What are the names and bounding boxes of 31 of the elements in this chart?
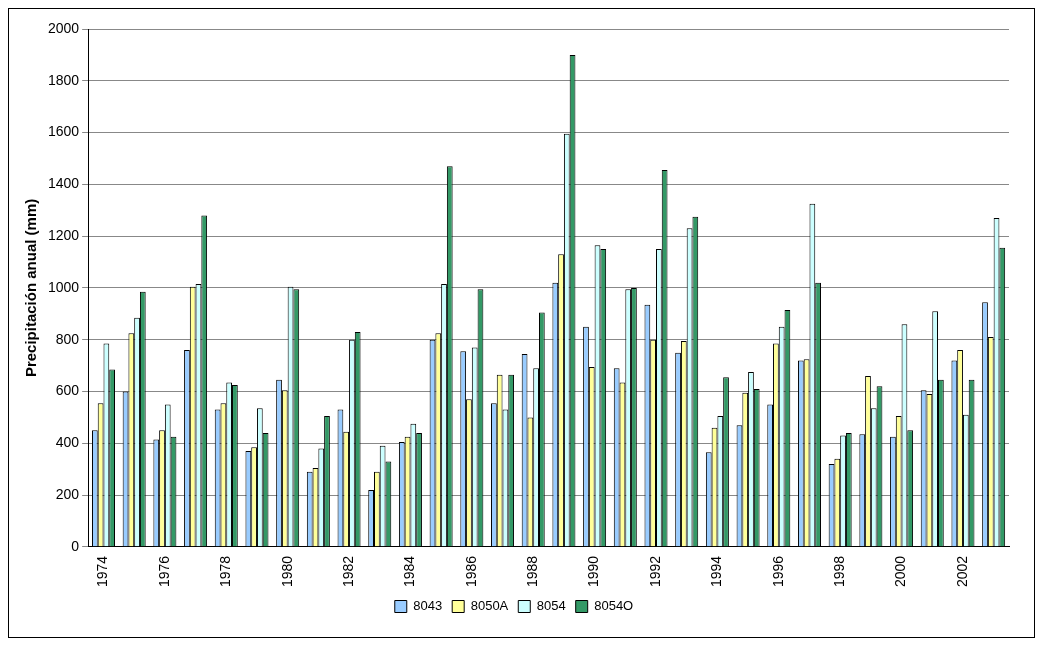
x-tick-label: 1974 (94, 555, 111, 588)
legend-label: 8054O (594, 598, 634, 614)
y-tick-label: 0 (71, 537, 80, 554)
y-tick-label: 200 (55, 485, 80, 502)
x-tick-label: 1990 (585, 555, 602, 588)
x-tick-label: 1976 (155, 555, 172, 588)
legend-label: 8043 (413, 598, 443, 614)
y-tick-label: 1200 (47, 227, 80, 243)
x-tick-label: 2002 (953, 555, 970, 588)
y-tick-label: 800 (55, 330, 80, 347)
x-tick-label: 1996 (769, 555, 786, 588)
x-tick-label: 1978 (217, 555, 234, 588)
x-tick-label: 1984 (401, 555, 418, 588)
y-tick-label: 1400 (47, 175, 80, 192)
x-tick-label: 1992 (646, 555, 663, 588)
x-tick-label: 1988 (524, 555, 541, 588)
y-tick-label: 1000 (47, 278, 80, 295)
legend-label: 8050A (470, 598, 509, 614)
x-tick-label: 1982 (339, 555, 356, 588)
x-tick-label: 1986 (462, 555, 479, 588)
x-tick-label: 1994 (708, 555, 725, 588)
x-tick-label: 2000 (892, 555, 909, 588)
y-axis-title: Precipitación anual (mm) (22, 198, 40, 378)
y-tick-label: 2000 (47, 19, 80, 36)
x-tick-label: 1980 (278, 555, 295, 588)
y-tick-label: 400 (55, 434, 80, 451)
x-tick-label: 1998 (831, 555, 848, 588)
legend-label: 8054 (536, 598, 566, 614)
y-tick-label: 1800 (47, 71, 80, 88)
y-tick-label: 600 (55, 382, 80, 399)
y-tick-label: 1600 (47, 123, 80, 140)
